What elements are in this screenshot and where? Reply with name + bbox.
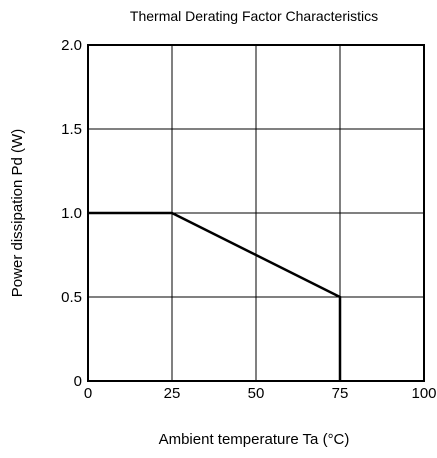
x-axis-label: Ambient temperature Ta (°C) bbox=[159, 431, 350, 448]
y-tick-label: 2.0 bbox=[61, 37, 82, 54]
plot-frame bbox=[87, 44, 425, 382]
series-line-0 bbox=[88, 211, 342, 381]
x-tick-label: 100 bbox=[411, 385, 436, 402]
series-layer bbox=[88, 211, 342, 381]
x-tick-labels: 0 25 50 75 100 bbox=[84, 385, 437, 402]
chart-title: Thermal Derating Factor Characteristics bbox=[130, 8, 378, 24]
x-tick-label: 50 bbox=[248, 385, 265, 402]
x-tick-label: 0 bbox=[84, 385, 92, 402]
y-tick-label: 0.5 bbox=[61, 289, 82, 306]
y-tick-label: 1.0 bbox=[61, 205, 82, 222]
y-tick-labels: 0 0.5 1.0 1.5 2.0 bbox=[61, 37, 82, 390]
x-tick-label: 75 bbox=[332, 385, 349, 402]
y-axis-label: Power dissipation Pd (W) bbox=[9, 129, 26, 297]
x-tick-label: 25 bbox=[164, 385, 181, 402]
y-tick-label: 0 bbox=[74, 373, 82, 390]
y-tick-label: 1.5 bbox=[61, 121, 82, 138]
